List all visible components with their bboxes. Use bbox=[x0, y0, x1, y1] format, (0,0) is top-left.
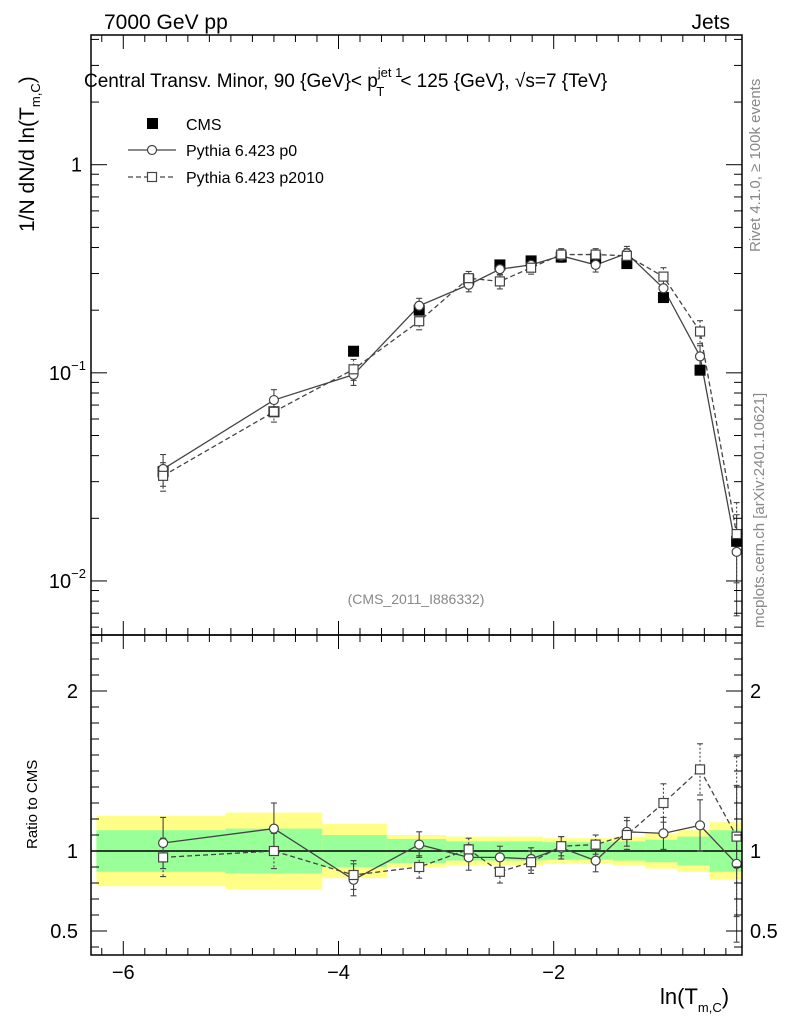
p2010-ratio-marker bbox=[694, 764, 706, 775]
y-tick-label: 10−2 bbox=[49, 566, 86, 593]
p0-ratio-marker bbox=[157, 837, 169, 849]
legend-p2010-marker bbox=[146, 171, 158, 183]
x-tick-label: −4 bbox=[327, 962, 350, 984]
p2010-ratio-marker bbox=[414, 861, 425, 873]
title-sub: T bbox=[376, 84, 384, 99]
legend-p2010-label: Pythia 6.423 p2010 bbox=[186, 170, 324, 187]
x-tick-label: −6 bbox=[112, 962, 135, 984]
y-axis-label-close: ) bbox=[16, 76, 39, 83]
p2010-marker bbox=[621, 250, 632, 261]
p0-ratio-marker bbox=[731, 858, 742, 869]
plot-title: Central Transv. Minor, 90 {GeV}< pjet 1 T… bbox=[84, 65, 607, 99]
p2010-line bbox=[162, 253, 738, 535]
p0-ratio-marker bbox=[658, 828, 669, 839]
p2010-ratio-marker bbox=[494, 866, 505, 877]
p0-marker bbox=[414, 300, 425, 311]
p0-marker bbox=[731, 546, 742, 557]
x-axis-label-text: ln(T bbox=[660, 984, 698, 1009]
title-prefix: Central Transv. Minor, 90 {GeV}< p bbox=[84, 71, 378, 92]
cms-data-point bbox=[694, 364, 706, 376]
ratio-panel-frame bbox=[90, 634, 743, 956]
p2010-marker bbox=[658, 271, 669, 282]
main-panel bbox=[157, 245, 743, 617]
y-axis-label-text: 1/N dN/d ln(T bbox=[16, 107, 39, 232]
cms-data-point bbox=[731, 535, 743, 547]
p0-ratio-marker bbox=[694, 820, 706, 831]
p2010-ratio-marker bbox=[157, 852, 169, 863]
ratio-y-tick-label-right: 2 bbox=[750, 681, 761, 703]
p2010-marker bbox=[463, 273, 474, 284]
ratio-axis-label: Ratio to CMS bbox=[24, 760, 41, 849]
p2010-marker bbox=[694, 326, 706, 337]
legend-p0-marker bbox=[146, 144, 158, 156]
p2010-ratio-marker bbox=[348, 869, 359, 881]
y-tick-exponent: −1 bbox=[71, 358, 86, 373]
p2010-ratio-marker bbox=[731, 831, 742, 842]
ratio-y-tick-label: 0.5 bbox=[50, 921, 78, 943]
legend-p0-label: Pythia 6.423 p0 bbox=[186, 143, 297, 160]
p2010-marker bbox=[494, 276, 505, 287]
ratio-y-tick-label: 2 bbox=[67, 681, 78, 703]
p2010-ratio-marker bbox=[525, 857, 537, 868]
p0-ratio-marker bbox=[494, 852, 505, 863]
title-suffix: < 125 {GeV}, √s=7 {TeV} bbox=[400, 71, 607, 92]
p0-ratio-marker bbox=[414, 839, 425, 850]
p2010-marker bbox=[414, 316, 425, 327]
y-axis-label-sub: m,C bbox=[28, 83, 43, 107]
p2010-marker bbox=[348, 364, 359, 375]
ratio-y-tick-label: 1 bbox=[67, 841, 78, 863]
p2010-ratio-marker bbox=[268, 845, 280, 857]
p2010-ratio-marker bbox=[658, 797, 669, 809]
y-tick-label: 10−1 bbox=[49, 358, 86, 385]
x-axis-label-close: ) bbox=[722, 984, 729, 1009]
y-tick-exponent: −2 bbox=[71, 566, 86, 581]
x-tick-label: −2 bbox=[542, 962, 565, 984]
category-label: Jets bbox=[691, 11, 730, 34]
p0-marker bbox=[658, 283, 669, 294]
legend-cms-marker bbox=[147, 118, 158, 129]
p0-ratio-marker bbox=[268, 823, 280, 834]
rivet-label: Rivet 4.1.0, ≥ 100k events bbox=[747, 79, 764, 252]
energy-label: 7000 GeV pp bbox=[104, 11, 228, 34]
p2010-ratio-marker bbox=[621, 829, 632, 841]
cms-data-point bbox=[348, 345, 360, 357]
y-tick-base: 10 bbox=[49, 363, 71, 385]
y-tick-label: 1 bbox=[71, 155, 82, 177]
p2010-marker bbox=[731, 528, 742, 540]
p2010-marker bbox=[268, 406, 280, 417]
p2010-marker bbox=[157, 470, 169, 481]
p0-marker bbox=[494, 264, 505, 275]
ratio-y-tick-label-right: 1 bbox=[750, 841, 761, 863]
x-axis-label-sub: m,C bbox=[698, 1000, 722, 1015]
p0-marker bbox=[694, 351, 706, 362]
legend: CMS Pythia 6.423 p0 Pythia 6.423 p2010 bbox=[128, 117, 324, 187]
p2010-marker bbox=[556, 249, 567, 260]
p0-marker bbox=[268, 394, 280, 406]
p2010-marker bbox=[525, 262, 537, 273]
analysis-label: (CMS_2011_I886332) bbox=[348, 591, 485, 607]
p0-marker bbox=[590, 259, 601, 271]
y-tick-base: 10 bbox=[49, 571, 71, 593]
ratio-y-tick-label-right: 0.5 bbox=[750, 921, 778, 943]
cms-data-point bbox=[657, 292, 669, 304]
ratio-panel bbox=[91, 743, 742, 943]
x-axis-label: ln(Tm,C) bbox=[660, 984, 729, 1015]
p0-line bbox=[162, 252, 738, 552]
p2010-ratio-marker bbox=[463, 844, 474, 855]
title-sup: jet 1 bbox=[377, 65, 403, 80]
y-axis-label: 1/N dN/d ln(Tm,C) bbox=[16, 76, 43, 232]
source-label: mcplots.cern.ch [arXiv:2401.10621] bbox=[751, 393, 768, 628]
p2010-ratio-marker bbox=[556, 841, 567, 852]
p2010-marker bbox=[590, 249, 601, 260]
p2010-ratio-marker bbox=[590, 839, 601, 850]
cms-data-point bbox=[621, 258, 633, 270]
legend-cms-label: CMS bbox=[186, 117, 222, 134]
p0-ratio-marker bbox=[590, 855, 601, 866]
